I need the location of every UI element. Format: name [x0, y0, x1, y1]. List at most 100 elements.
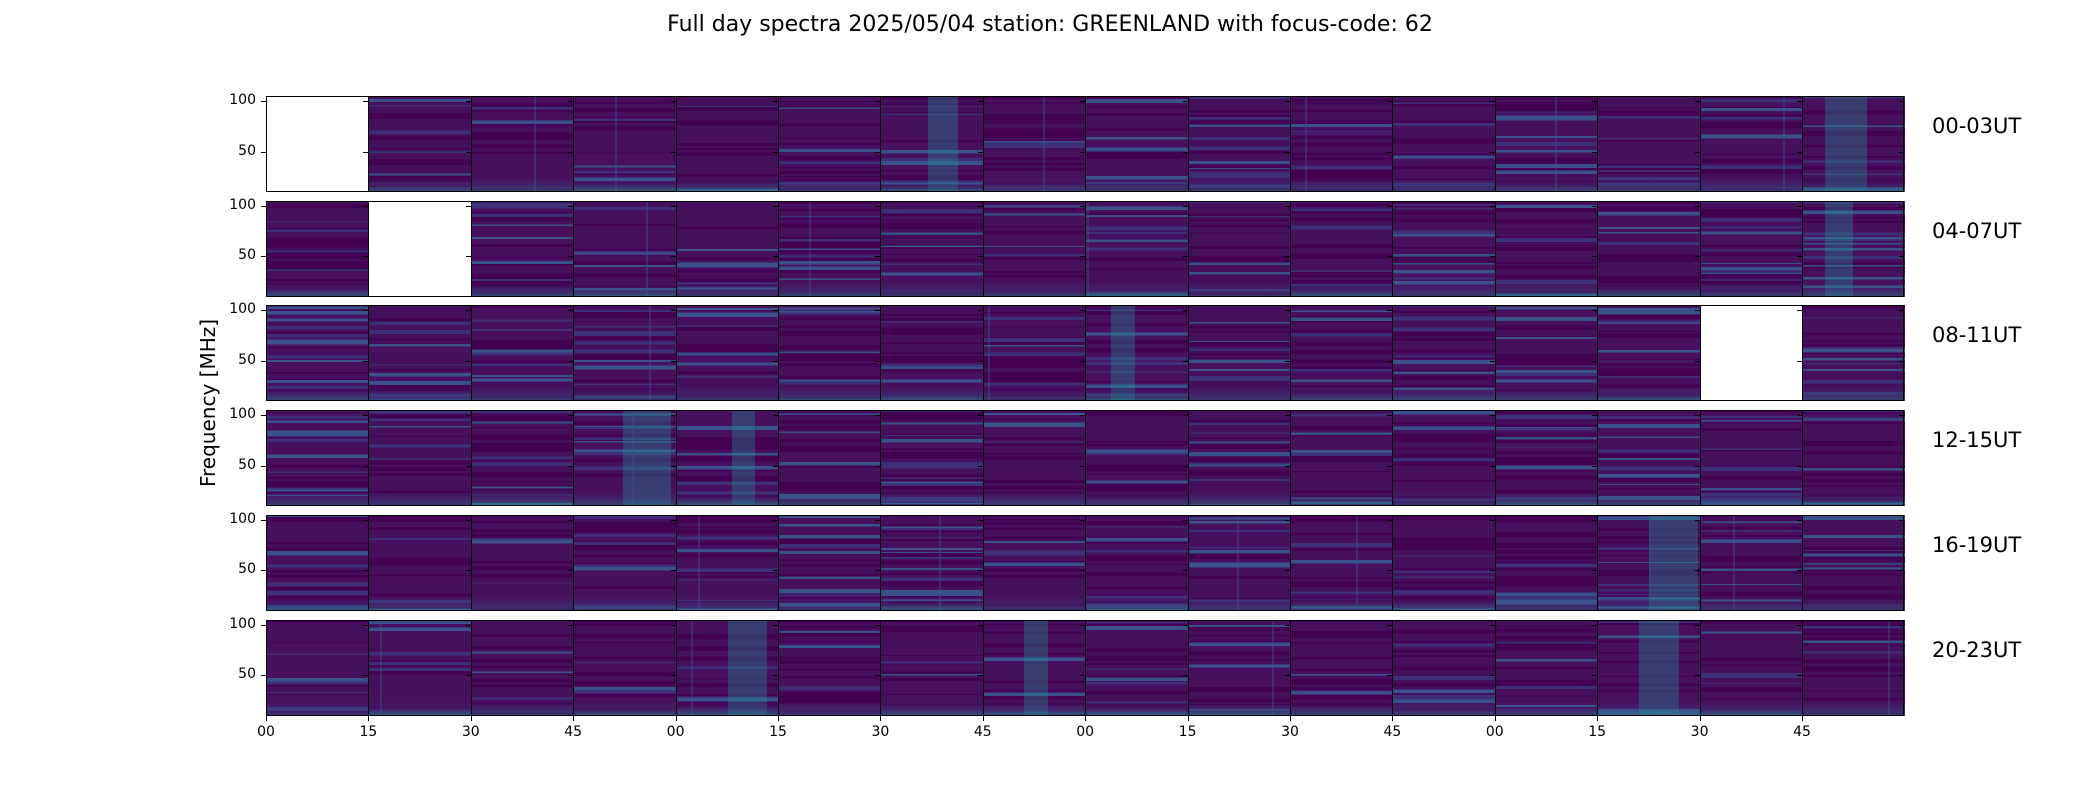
spectrum-panel — [1597, 514, 1701, 611]
panel-divider — [1494, 619, 1496, 716]
panel-tick — [1182, 360, 1188, 362]
panel-tick — [875, 415, 881, 417]
spectrum-panel — [1802, 200, 1905, 297]
y-tick-label: 50 — [238, 142, 256, 159]
panel-tick — [875, 310, 881, 312]
panel-tick — [363, 675, 369, 677]
panel-divider — [573, 514, 575, 611]
panel-divider — [982, 200, 984, 297]
panel-tick — [1899, 151, 1905, 153]
spectrum-panel — [778, 305, 881, 401]
panel-tick — [465, 465, 471, 467]
panel-tick — [977, 465, 983, 467]
spectrum-panel — [1290, 410, 1393, 506]
panel-tick — [568, 570, 574, 572]
panel-tick — [568, 310, 574, 312]
y-tick-mark — [261, 360, 266, 362]
spectrum-panel — [1802, 619, 1905, 716]
spectrum-panel — [1392, 619, 1496, 716]
panel-divider — [1085, 514, 1087, 611]
panel-divider — [1597, 619, 1599, 716]
spectrum-panel — [880, 619, 984, 716]
spectrum-panel — [368, 410, 472, 506]
panel-tick — [875, 256, 881, 258]
spectrum-panel — [982, 305, 1086, 401]
spectrum-panel — [1699, 96, 1803, 192]
panel-divider — [1187, 619, 1189, 716]
panel-tick — [1899, 675, 1905, 677]
panel-divider — [368, 305, 370, 401]
x-tick-label: 15 — [1588, 724, 1607, 740]
spectrum-panel — [266, 410, 369, 506]
panel-tick — [1387, 310, 1393, 312]
spectrum-panel — [573, 96, 677, 192]
panel-tick — [1080, 151, 1086, 153]
panel-tick — [875, 519, 881, 521]
spectrum-panel — [1085, 514, 1189, 611]
panel-divider — [1085, 619, 1087, 716]
panel-divider — [675, 410, 677, 506]
panel-divider — [982, 96, 984, 192]
panel-tick — [1592, 675, 1598, 677]
panel-tick — [773, 360, 778, 362]
panel-tick — [773, 465, 778, 467]
spectrum-panel — [1494, 619, 1598, 716]
spectrum-panel — [1085, 305, 1189, 401]
spectrum-panel — [1494, 514, 1598, 611]
y-tick-mark — [261, 570, 266, 572]
y-tick-label: 100 — [229, 301, 256, 318]
spectrum-panel — [1494, 305, 1598, 401]
x-tick-mark — [573, 715, 575, 721]
spectrum-panel — [1392, 410, 1496, 506]
spectrum-panel — [1494, 200, 1598, 297]
x-tick-mark — [1699, 715, 1701, 721]
y-tick-mark — [261, 205, 266, 207]
panel-tick — [568, 101, 574, 103]
panel-divider — [880, 619, 882, 716]
x-tick-label: 00 — [257, 724, 275, 740]
panel-divider — [1597, 96, 1599, 192]
spectrum-panel — [368, 305, 472, 401]
panel-tick — [1182, 519, 1188, 521]
panel-tick — [1285, 465, 1290, 467]
panel-divider — [1699, 410, 1701, 506]
panel-tick — [773, 310, 778, 312]
x-tick-label: 00 — [1485, 724, 1504, 740]
panel-tick — [1080, 256, 1086, 258]
panel-divider — [368, 410, 370, 506]
panel-tick — [977, 519, 983, 521]
spectrum-panel — [1392, 200, 1496, 297]
x-tick-label: 30 — [461, 724, 480, 740]
panel-divider — [1494, 305, 1496, 401]
x-tick-mark — [1494, 715, 1496, 721]
panel-tick — [1080, 415, 1086, 417]
spectrum-panel — [266, 96, 369, 192]
panel-tick — [1080, 360, 1086, 362]
panel-tick — [568, 205, 574, 207]
panel-divider — [675, 619, 677, 716]
panel-tick — [670, 310, 676, 312]
panel-tick — [1182, 570, 1188, 572]
panel-tick — [1285, 675, 1290, 677]
panel-divider — [880, 96, 882, 192]
panel-tick — [1080, 310, 1086, 312]
panel-tick — [1489, 519, 1495, 521]
panel-divider — [1494, 96, 1496, 192]
panel-tick — [773, 624, 778, 626]
panel-divider — [778, 619, 779, 716]
panel-tick — [1080, 205, 1086, 207]
panel-tick — [1182, 151, 1188, 153]
panel-tick — [1592, 360, 1598, 362]
panel-tick — [465, 415, 471, 417]
panel-divider — [1699, 200, 1701, 297]
spectrum-panel — [778, 96, 881, 192]
panel-divider — [778, 514, 779, 611]
y-tick-label: 100 — [229, 92, 256, 109]
panel-tick — [1899, 256, 1905, 258]
panel-tick — [363, 624, 369, 626]
panel-tick — [670, 570, 676, 572]
panel-divider — [1290, 410, 1291, 506]
spectrum-panel — [1290, 514, 1393, 611]
panel-divider — [880, 305, 882, 401]
spectrum-panel — [1699, 305, 1803, 401]
